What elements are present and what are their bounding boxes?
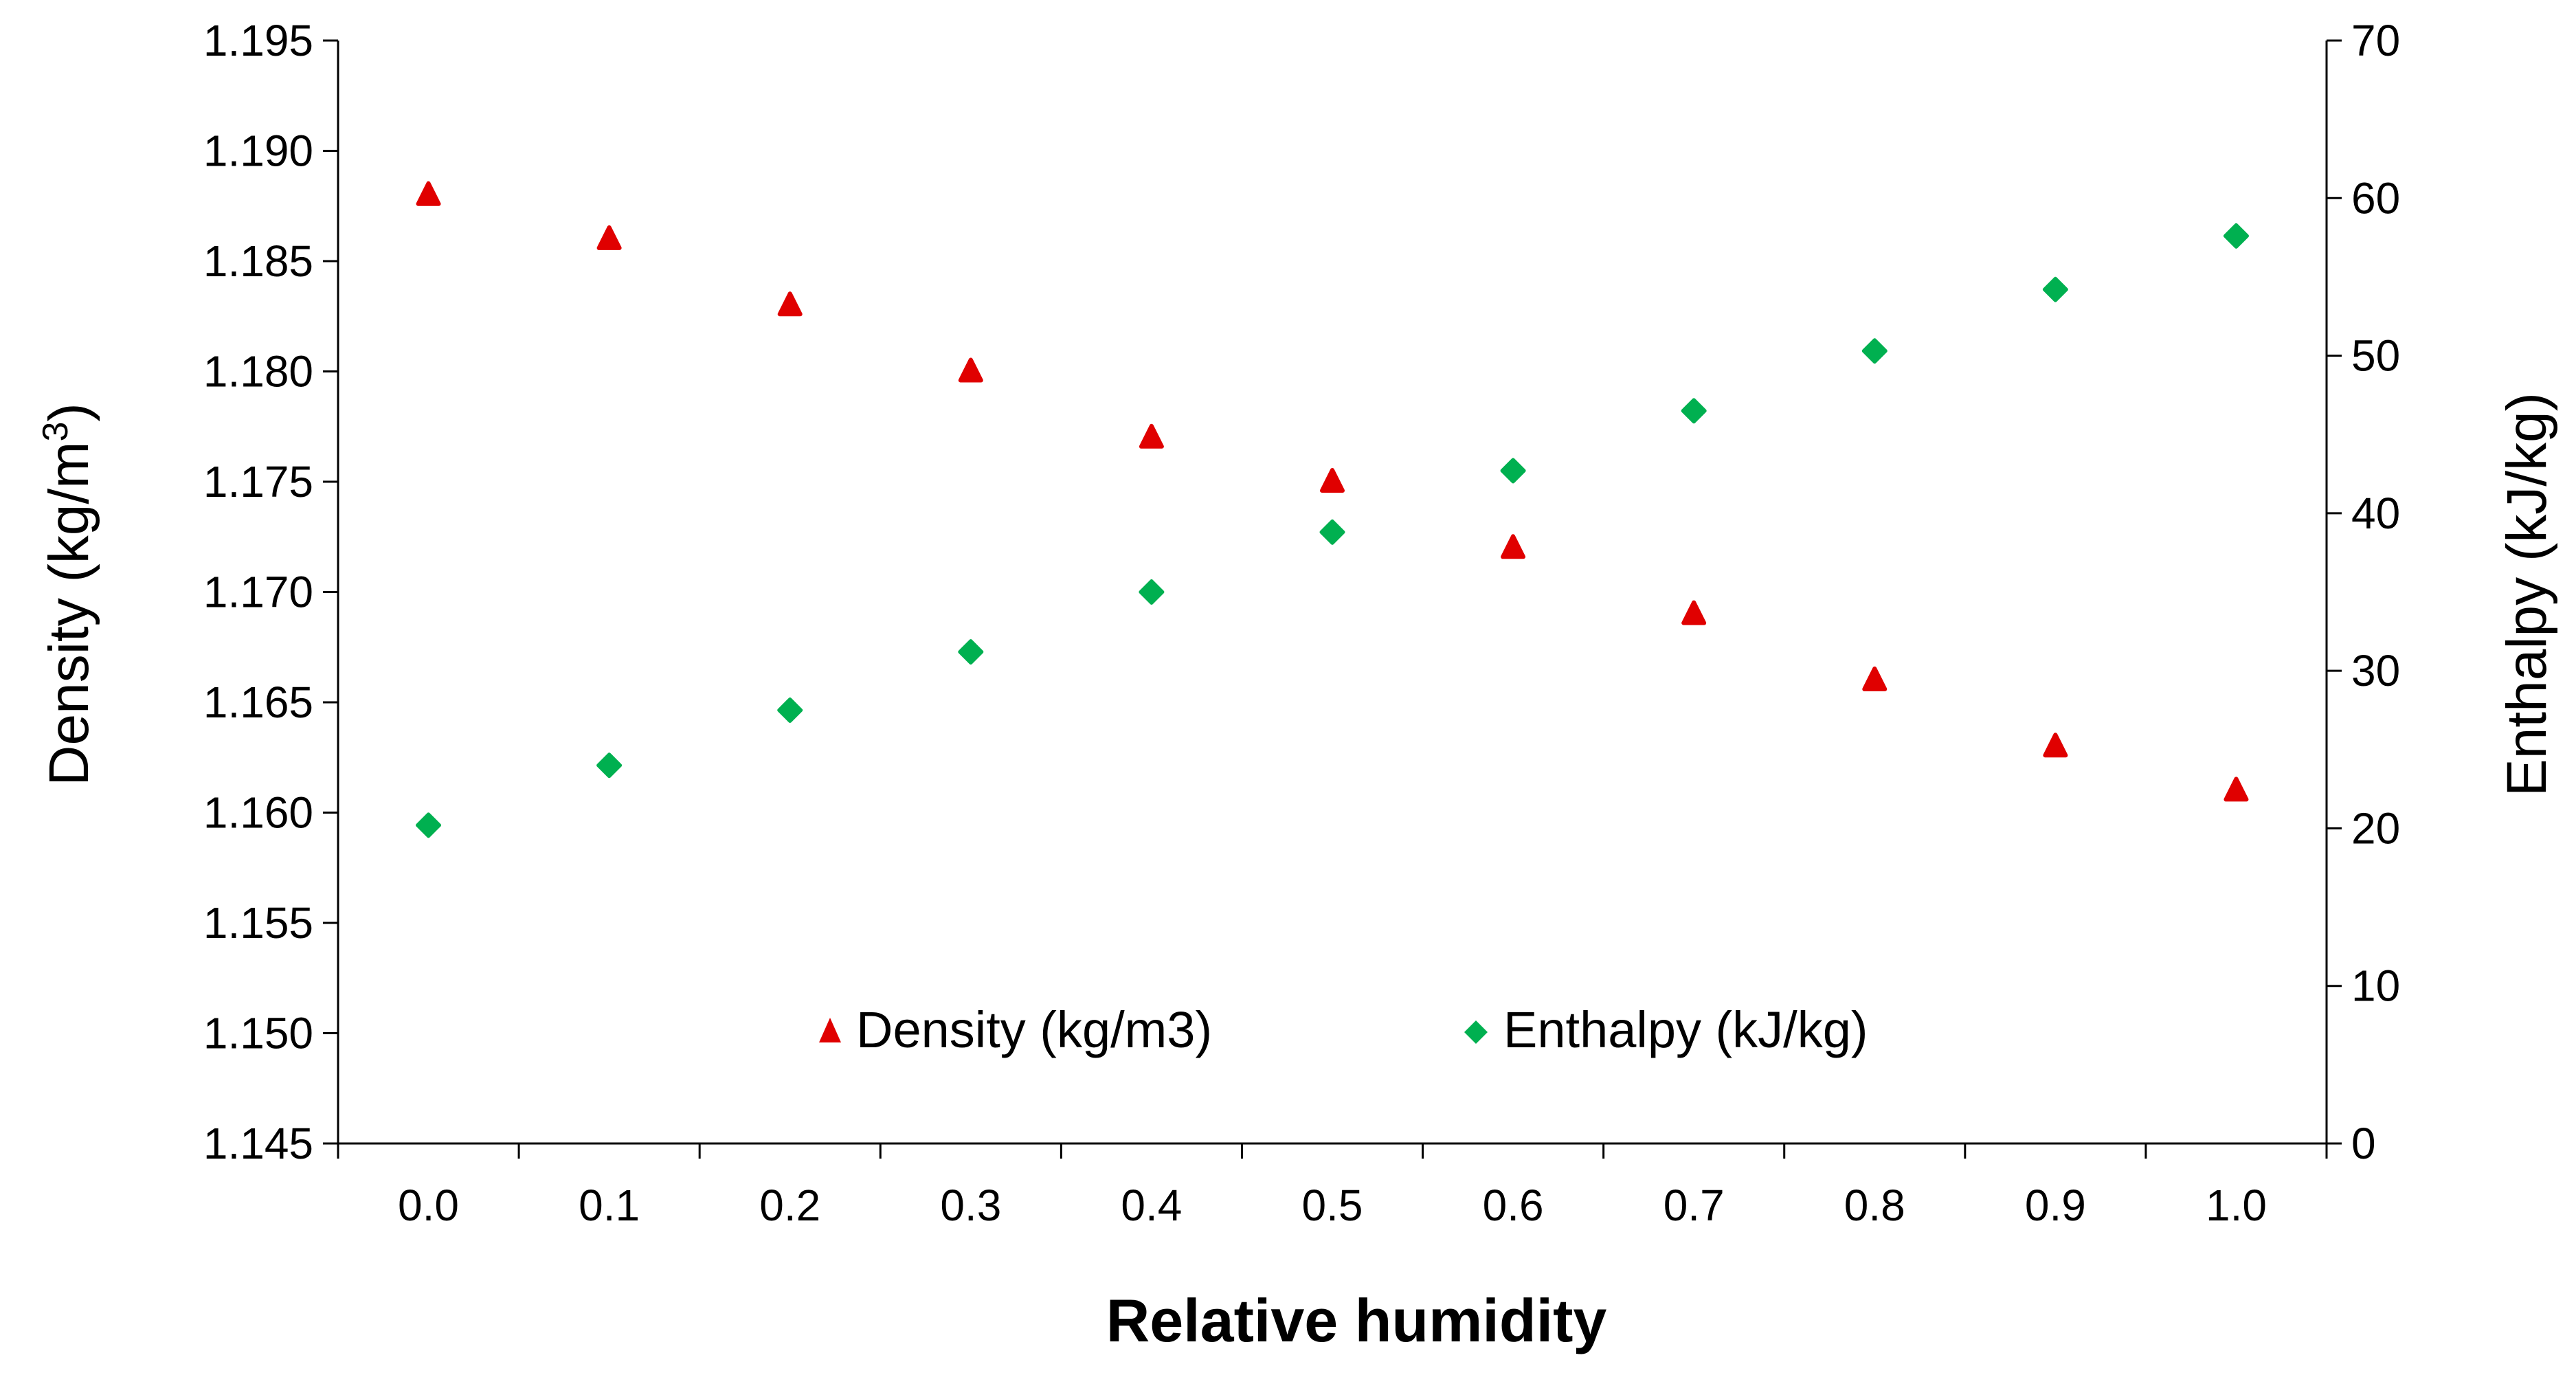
density-point	[1862, 666, 1888, 691]
tick-labels: 1.145 1.150 1.155 1.160 1.165 1.170 1.175 1.180…	[203, 16, 2400, 1230]
x-tick-label: 0.1	[579, 1181, 640, 1230]
x-tick-label: 0.2	[759, 1181, 820, 1230]
density-point	[1320, 468, 1345, 493]
y-right-tick-label: 40	[2351, 489, 2400, 538]
density-point	[1681, 600, 1707, 625]
enthalpy-point	[1861, 338, 1888, 364]
enthalpy-point	[777, 697, 803, 723]
x-tick-label: 0.7	[1664, 1181, 1725, 1230]
x-axis-title: Relative humidity	[1106, 1286, 1607, 1354]
density-point	[1501, 534, 1526, 559]
x-tick-label: 0.9	[2025, 1181, 2086, 1230]
y-left-tick-label: 1.145	[203, 1119, 313, 1168]
density-point	[2043, 733, 2068, 758]
density-point	[958, 357, 983, 383]
y-left-axis-title: Density (kg/m3)	[36, 403, 100, 785]
enthalpy-point	[2042, 276, 2068, 302]
y-left-tick-label: 1.180	[203, 347, 313, 397]
y-left-tick-label: 1.165	[203, 678, 313, 727]
y-right-tick-label: 50	[2351, 331, 2400, 381]
x-tick-label: 1.0	[2206, 1181, 2267, 1230]
y-left-tick-label: 1.195	[203, 16, 313, 65]
y-right-tick-label: 10	[2351, 961, 2400, 1011]
y-left-tick-label: 1.155	[203, 898, 313, 948]
enthalpy-point	[958, 639, 984, 665]
enthalpy-point	[416, 812, 442, 838]
x-tick-label: 0.5	[1302, 1181, 1363, 1230]
x-tick-label: 0.4	[1121, 1181, 1182, 1230]
x-tick-label: 0.8	[1844, 1181, 1905, 1230]
y-right-tick-label: 60	[2351, 173, 2400, 223]
y-left-tick-label: 1.160	[203, 788, 313, 838]
enthalpy-point	[1319, 519, 1345, 545]
enthalpy-point	[1500, 458, 1526, 484]
legend-enthalpy-marker	[1464, 1020, 1488, 1044]
y-left-tick-label: 1.175	[203, 457, 313, 506]
y-left-tick-label: 1.190	[203, 126, 313, 176]
y-left-tick-label: 1.170	[203, 568, 313, 617]
x-tick-label: 0.0	[398, 1181, 459, 1230]
y-right-tick-label: 70	[2351, 16, 2400, 65]
enthalpy-point	[596, 752, 623, 779]
y-right-axis-title: Enthalpy (kJ/kg)	[2496, 392, 2558, 796]
density-point	[2224, 777, 2249, 802]
enthalpy-point	[1139, 579, 1165, 605]
density-point	[596, 225, 622, 250]
y-right-tick-label: 0	[2351, 1119, 2376, 1168]
legend-density-label: Density (kg/m3)	[856, 1001, 1212, 1058]
legend-enthalpy-label: Enthalpy (kJ/kg)	[1503, 1001, 1868, 1058]
y-left-axis-title-close: )	[38, 403, 100, 421]
y-left-tick-label: 1.185	[203, 236, 313, 286]
data-points	[416, 181, 2249, 838]
density-point	[1139, 423, 1164, 449]
legend: Density (kg/m3) Enthalpy (kJ/kg)	[819, 1001, 1868, 1058]
enthalpy-point	[2223, 223, 2249, 249]
density-point	[777, 291, 803, 317]
y-right-tick-label: 30	[2351, 646, 2400, 695]
y-left-axis-title-main: Density (kg/m	[38, 442, 100, 786]
y-right-tick-label: 20	[2351, 803, 2400, 853]
y-left-tick-label: 1.150	[203, 1009, 313, 1058]
density-point	[416, 181, 441, 206]
legend-density-marker	[819, 1018, 841, 1042]
x-tick-label: 0.3	[940, 1181, 1001, 1230]
axes	[323, 39, 2342, 1159]
y-left-axis-title-sup: 3	[36, 422, 76, 442]
enthalpy-point	[1681, 398, 1707, 424]
x-tick-label: 0.6	[1483, 1181, 1544, 1230]
